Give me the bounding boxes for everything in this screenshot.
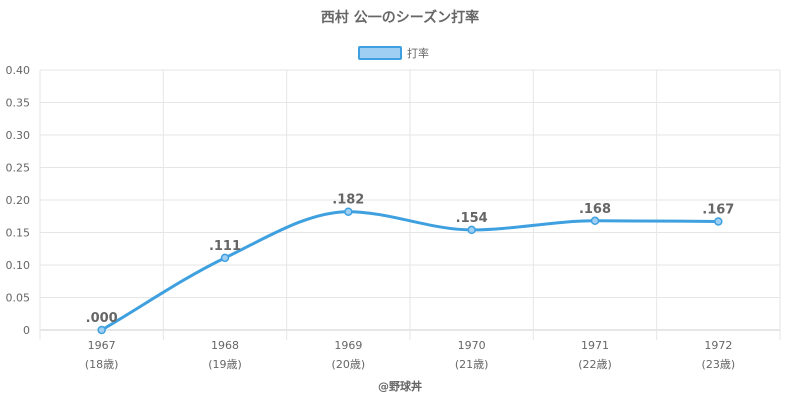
data-point[interactable] xyxy=(344,207,353,216)
y-tick-label: 0 xyxy=(23,324,30,337)
legend-label: 打率 xyxy=(407,46,429,60)
data-label: .111 xyxy=(209,239,241,254)
data-point[interactable] xyxy=(714,217,723,226)
data-label: .154 xyxy=(456,211,488,226)
x-tick-label: 1972 xyxy=(704,339,732,352)
series-line xyxy=(100,210,719,332)
y-tick-label: 0.30 xyxy=(6,129,31,142)
y-tick-label: 0.05 xyxy=(6,292,31,305)
x-tick-label: 1971 xyxy=(581,339,609,352)
x-tick-label: 1967 xyxy=(88,339,116,352)
y-axis: 0 0.05 0.10 0.15 0.20 0.25 0.30 0.35 0.40 xyxy=(6,64,31,337)
data-label: .168 xyxy=(579,202,611,217)
x-tick-sublabel: (19歳) xyxy=(208,358,242,371)
data-point[interactable] xyxy=(220,253,230,263)
x-tick-label: 1970 xyxy=(458,339,486,352)
chart-title: 西村 公一のシーズン打率 xyxy=(321,9,479,26)
y-tick-label: 0.10 xyxy=(6,259,31,272)
y-tick-label: 0.20 xyxy=(6,194,31,207)
x-tick-sublabel: (23歳) xyxy=(702,358,736,371)
y-tick-label: 0.25 xyxy=(6,162,31,175)
legend-swatch xyxy=(358,46,402,60)
x-tick-sublabel: (20歳) xyxy=(332,358,366,371)
y-tick-label: 0.15 xyxy=(6,227,31,240)
data-point[interactable] xyxy=(590,216,600,226)
data-point[interactable] xyxy=(97,325,106,335)
credit-text: @野球丼 xyxy=(378,379,422,393)
data-labels: .000 .111 .182 .154 .168 .167 xyxy=(86,193,735,326)
x-tick-label: 1968 xyxy=(211,339,239,352)
data-points xyxy=(97,207,723,335)
data-label: .167 xyxy=(702,202,734,217)
x-tick-sublabel: (21歳) xyxy=(455,358,489,371)
grid xyxy=(39,69,781,340)
x-tick-sublabel: (18歳) xyxy=(85,358,119,371)
x-tick-label: 1969 xyxy=(334,339,362,352)
data-label: .000 xyxy=(86,311,118,326)
x-tick-sublabel: (22歳) xyxy=(578,358,612,371)
x-axis: 1967 (18歳) 1968 (19歳) 1969 (20歳) 1970 (21歳) 1971… xyxy=(85,339,735,371)
data-point[interactable] xyxy=(467,225,476,235)
legend[interactable]: 打率 xyxy=(358,46,429,60)
data-label: .182 xyxy=(332,193,364,208)
y-tick-label: 0.40 xyxy=(6,64,31,77)
y-tick-label: 0.35 xyxy=(6,97,31,110)
